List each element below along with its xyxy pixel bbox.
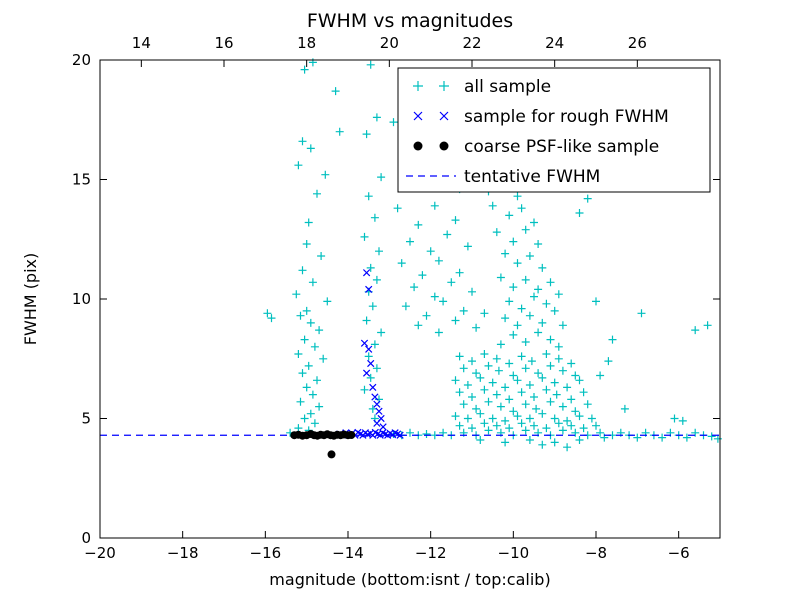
tick-label: 20 xyxy=(72,51,91,69)
tick-label: 16 xyxy=(214,34,233,52)
chart-title: FWHM vs magnitudes xyxy=(307,10,513,32)
x-axis-bottom: −20 −18 −16 −14 −12 −10 −8 −6 xyxy=(84,531,690,562)
tick-label: −18 xyxy=(167,544,199,562)
dot-marker-icon xyxy=(413,141,423,151)
tick-label: 22 xyxy=(462,34,481,52)
legend-label: coarse PSF-like sample xyxy=(464,137,659,157)
x-marker-icon xyxy=(439,111,449,121)
tick-label: 18 xyxy=(297,34,316,52)
series-rough-fwhm xyxy=(336,269,404,439)
tick-label: 15 xyxy=(72,171,91,189)
psf-point xyxy=(347,431,356,439)
x-marker-icon xyxy=(413,111,423,121)
tick-label: −8 xyxy=(585,544,607,562)
tick-label: 24 xyxy=(545,34,564,52)
legend: all sample sample for rough FWHM coarse PS… xyxy=(397,67,711,193)
tick-label: 5 xyxy=(81,410,91,428)
legend-label: sample for rough FWHM xyxy=(464,107,669,127)
tick-label: −16 xyxy=(250,544,282,562)
tick-label: 0 xyxy=(81,529,91,547)
x-axis-top: 14 16 18 20 22 24 26 xyxy=(132,34,647,67)
scatter-markers xyxy=(336,269,404,439)
legend-label: tentative FWHM xyxy=(464,167,600,187)
legend-box xyxy=(397,67,711,193)
y-axis-left: 0 5 10 15 20 xyxy=(72,51,107,547)
psf-point xyxy=(327,450,336,459)
tick-label: 26 xyxy=(628,34,647,52)
tick-label: 14 xyxy=(132,34,151,52)
tick-label: −6 xyxy=(668,544,690,562)
y-axis-label: FWHM (pix) xyxy=(21,253,40,346)
y-axis-right xyxy=(713,59,720,539)
tick-label: −14 xyxy=(332,544,364,562)
legend-label: all sample xyxy=(464,77,551,97)
x-axis-label: magnitude (bottom:isnt / top:calib) xyxy=(269,570,550,589)
tick-label: 20 xyxy=(380,34,399,52)
tick-label: 10 xyxy=(72,290,91,308)
tick-label: −12 xyxy=(415,544,447,562)
tick-label: −20 xyxy=(84,544,116,562)
plus-marker-icon xyxy=(439,81,449,91)
tick-label: −10 xyxy=(498,544,530,562)
plus-marker-icon xyxy=(413,81,423,91)
dot-marker-icon xyxy=(439,141,449,151)
series-psf-like xyxy=(290,430,356,459)
